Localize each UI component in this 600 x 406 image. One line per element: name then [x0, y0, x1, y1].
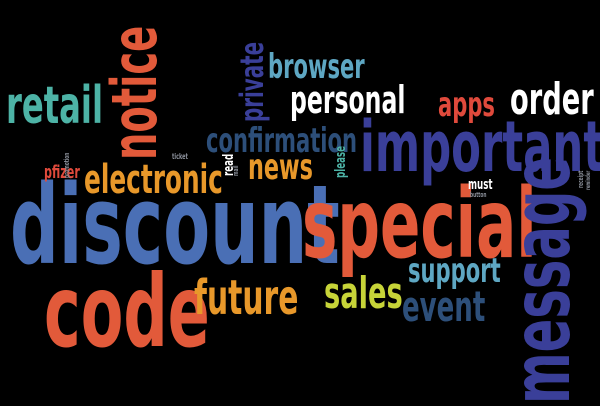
word-discount: discount: [10, 161, 340, 289]
word-private: private: [233, 41, 271, 122]
word-electronic: electronic: [84, 157, 223, 203]
word-confirmation: confirmation: [206, 121, 357, 161]
word-sales: sales: [324, 268, 403, 319]
word-ticket: ticket: [172, 152, 188, 161]
word-must: must: [468, 177, 493, 193]
word-apps: apps: [438, 85, 495, 125]
word-reminder: reminder: [585, 170, 592, 190]
word-future: future: [194, 270, 299, 326]
word-notice: notice: [98, 25, 171, 161]
word-promotion: promotion: [63, 152, 71, 178]
word-pfizer: pfizer: [44, 162, 80, 183]
word-news: news: [248, 147, 313, 188]
word-mail: mail: [232, 165, 240, 176]
word-please: please: [333, 146, 349, 178]
word-receipt: receipt: [577, 170, 585, 188]
word-code: code: [44, 253, 210, 370]
word-support: support: [408, 251, 501, 291]
word-message: message: [495, 157, 588, 404]
word-retail: retail: [6, 76, 104, 136]
word-button: button: [470, 191, 487, 199]
word-order: order: [510, 74, 594, 125]
word-special: special: [302, 168, 537, 280]
word-browser: browser: [268, 47, 365, 87]
word-event: event: [402, 282, 486, 331]
word-personal: personal: [290, 78, 406, 122]
word-important: important: [360, 106, 600, 188]
